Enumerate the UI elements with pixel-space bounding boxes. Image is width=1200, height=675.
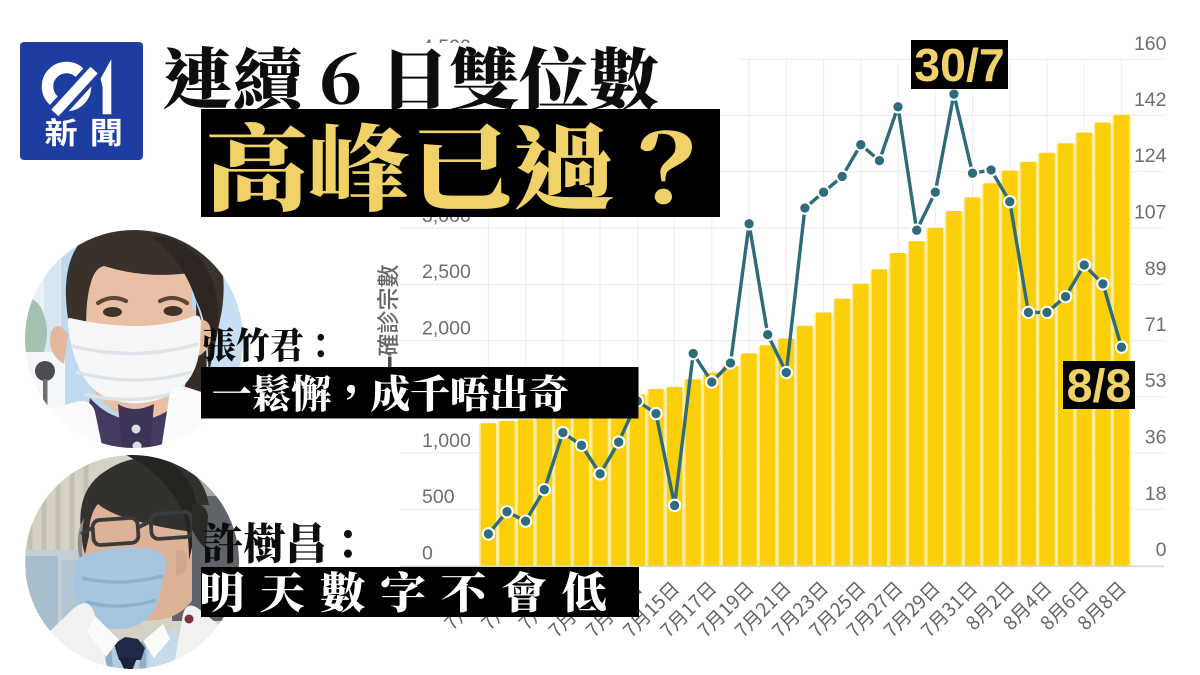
svg-text:71: 71 [1145,314,1167,336]
svg-text:89: 89 [1145,258,1167,280]
svg-text:124: 124 [1134,145,1167,167]
svg-text:500: 500 [422,486,455,508]
svg-text:0: 0 [1156,539,1167,561]
svg-text:1,000: 1,000 [422,430,471,452]
svg-text:30/7: 30/7 [914,39,1005,91]
svg-text:2,500: 2,500 [422,261,471,283]
svg-text:142: 142 [1134,89,1167,111]
svg-text:36: 36 [1145,427,1167,449]
svg-text:2,000: 2,000 [422,318,471,340]
svg-text:0: 0 [422,543,433,565]
svg-text:53: 53 [1145,370,1167,392]
svg-text:18: 18 [1145,483,1167,505]
svg-text:107: 107 [1134,202,1167,224]
svg-text:8/8: 8/8 [1067,360,1132,412]
svg-text:160: 160 [1134,33,1167,55]
